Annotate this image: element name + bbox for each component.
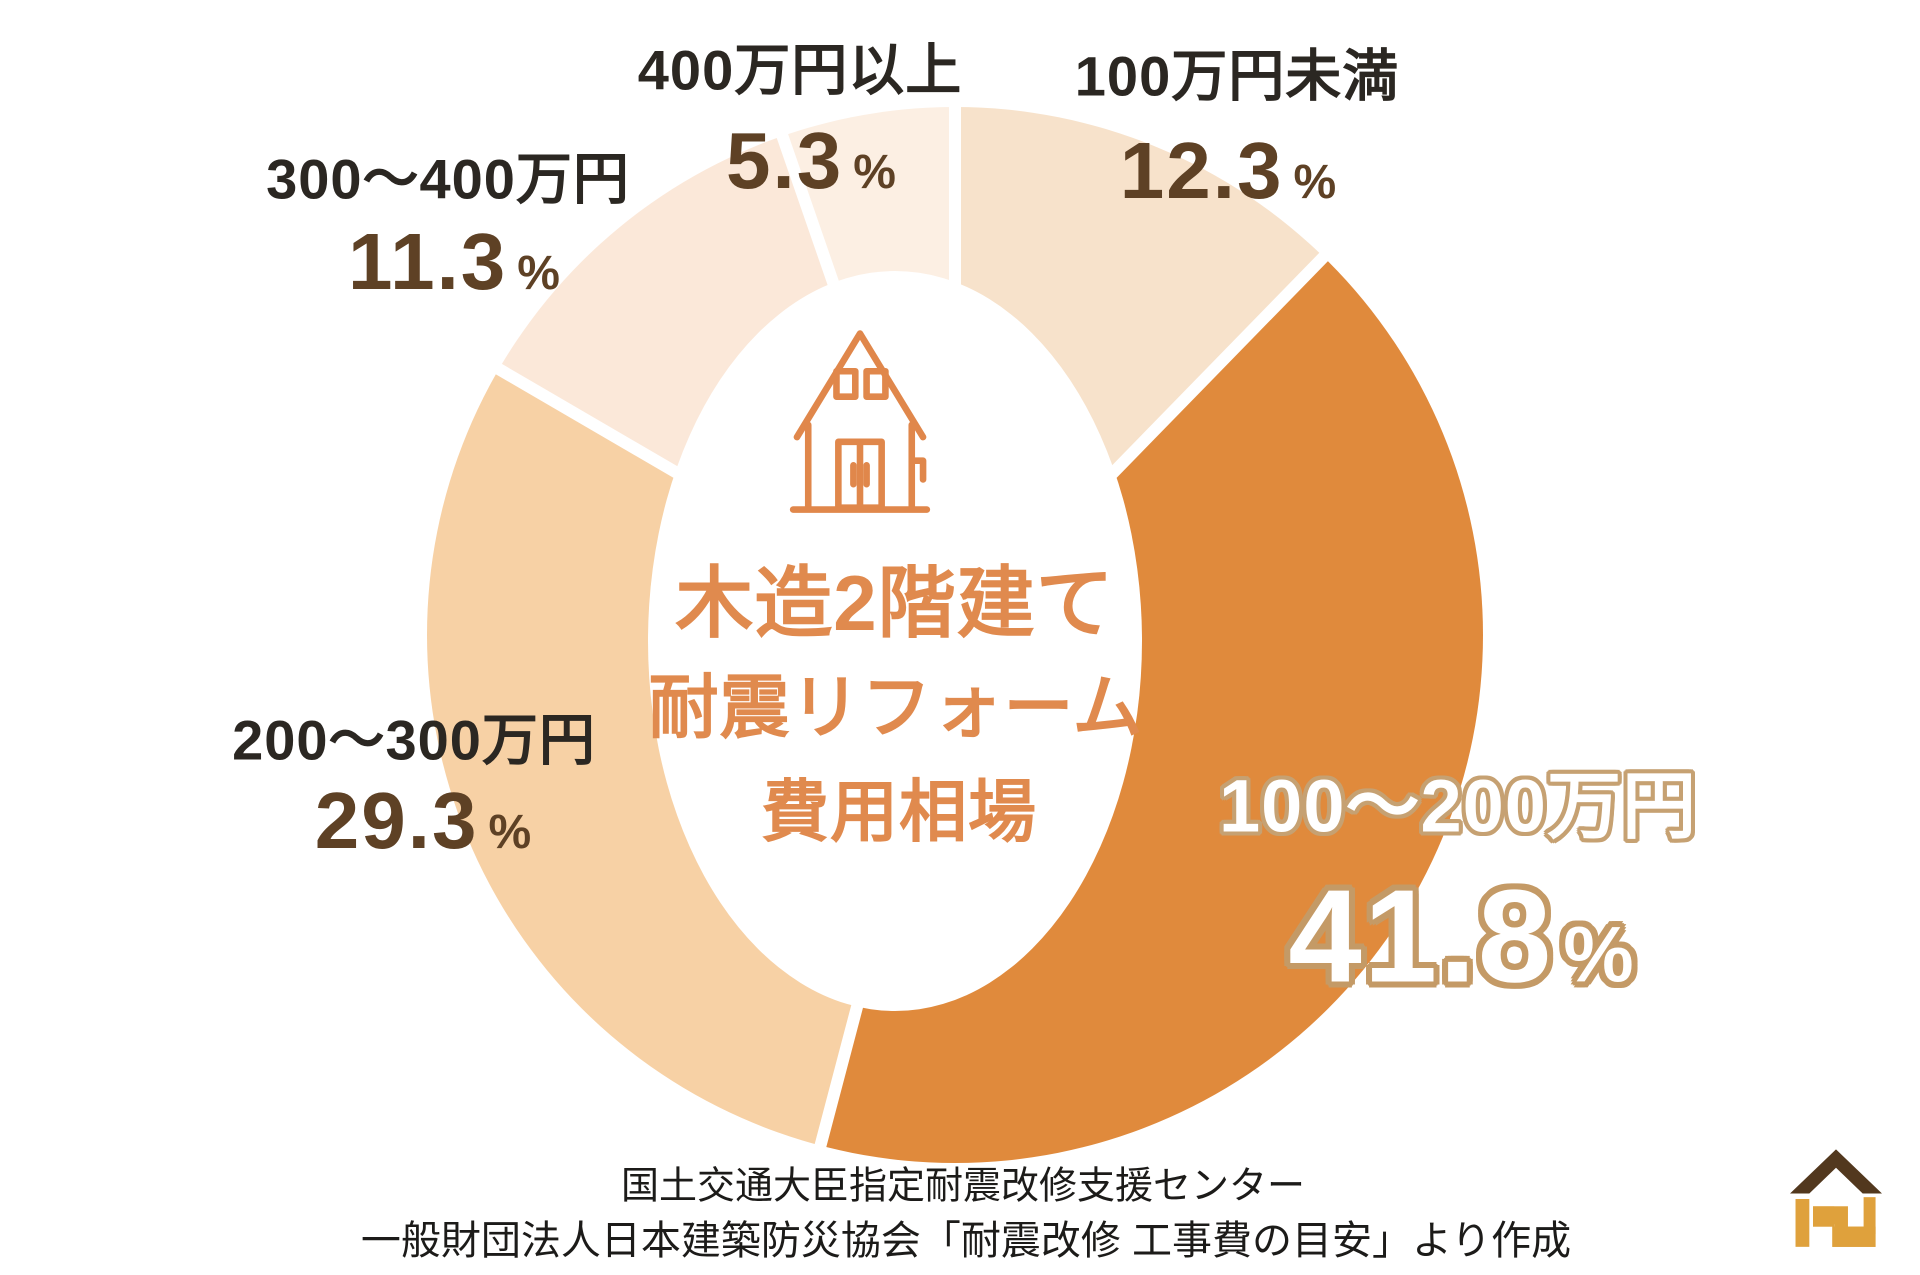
source-line-2: 一般財団法人日本建築防災協会「耐震改修 工事費の目安」より作成 — [360, 1219, 1572, 1263]
label-range-under-100man: 100万円未満 — [1074, 44, 1400, 108]
source-line-1: 国土交通大臣指定耐震改修支援センター — [620, 1165, 1306, 1208]
label-value-300-400man: 11.3% — [348, 216, 562, 308]
label-range-300-400man: 300〜400万円 — [266, 147, 630, 211]
label-range-over-400man: 400万円以上 — [637, 38, 963, 102]
house-logo-icon — [1790, 1149, 1882, 1247]
donut-center-hole — [648, 271, 1142, 1011]
value-300-400man: 11.3 — [348, 217, 508, 306]
percent-sign: % — [1293, 156, 1339, 209]
percent-sign: % — [1563, 909, 1636, 999]
